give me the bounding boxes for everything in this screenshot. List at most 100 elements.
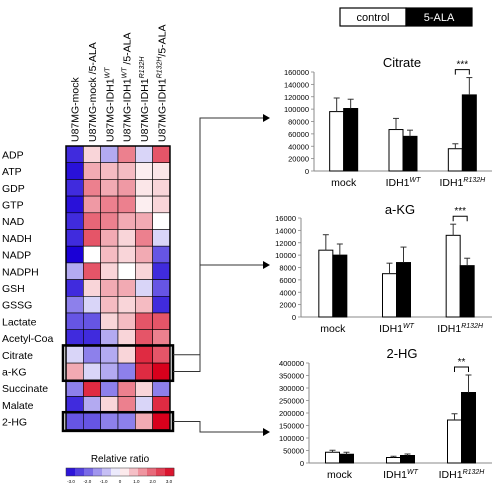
heatmap-cell bbox=[100, 179, 119, 197]
color-scale-segment bbox=[120, 468, 130, 476]
heatmap-cell bbox=[100, 162, 119, 180]
heatmap-cell bbox=[83, 362, 101, 381]
heatmap-column-label: U87MG-mock /5-ALA bbox=[87, 42, 99, 142]
color-scale-tick: 1.0 bbox=[133, 479, 140, 484]
bar-5ala bbox=[339, 453, 354, 464]
heatmap-cell bbox=[65, 279, 84, 297]
heatmap-cell bbox=[100, 312, 119, 331]
bar-control bbox=[325, 451, 340, 464]
heatmap-cell bbox=[117, 379, 136, 397]
heatmap-cell bbox=[100, 379, 119, 397]
heatmap-cell bbox=[83, 379, 101, 397]
y-tick-label: 150000 bbox=[279, 422, 304, 431]
heatmap-cell bbox=[100, 295, 119, 314]
heatmap-cell bbox=[117, 195, 136, 214]
heatmap-cell bbox=[152, 212, 171, 230]
heatmap-row-label: NADP bbox=[2, 250, 31, 262]
connector-arrowhead bbox=[263, 114, 270, 122]
color-scale-tick: -3.0 bbox=[67, 479, 75, 484]
heatmap-cell bbox=[65, 396, 84, 414]
bar-5ala bbox=[343, 108, 359, 172]
heatmap-cell bbox=[152, 179, 171, 197]
x-tick-label: mock bbox=[320, 323, 346, 335]
color-scale-tick: -2.0 bbox=[83, 479, 91, 484]
heatmap-cell bbox=[100, 262, 119, 280]
heatmap-cell bbox=[135, 229, 153, 247]
x-tick-label: IDH1R132H bbox=[437, 323, 484, 335]
heatmap-cell bbox=[117, 145, 136, 164]
x-tick-label: IDH1WT bbox=[383, 469, 419, 481]
bar-control bbox=[386, 457, 401, 464]
heatmap-cell bbox=[83, 396, 101, 414]
heatmap-cell bbox=[117, 212, 136, 230]
heatmap-cell bbox=[65, 145, 84, 164]
bar-5ala bbox=[459, 265, 475, 318]
heatmap-cell bbox=[152, 295, 171, 314]
bar-control bbox=[388, 129, 404, 172]
significance-bracket bbox=[452, 215, 468, 222]
heatmap-cell bbox=[135, 279, 153, 297]
bar-control bbox=[318, 249, 334, 318]
y-tick-label: 80000 bbox=[288, 118, 309, 127]
heatmap-cell bbox=[100, 145, 119, 164]
heatmap-cell bbox=[152, 329, 171, 347]
color-scale-segment bbox=[75, 468, 85, 476]
y-tick-label: 300000 bbox=[279, 384, 304, 393]
x-tick-label: IDH1R132H bbox=[439, 469, 486, 481]
heatmap-row-label: ATP bbox=[2, 166, 22, 178]
heatmap-cell bbox=[152, 262, 171, 280]
color-scale-segment bbox=[111, 468, 121, 476]
heatmap-cell bbox=[65, 329, 84, 347]
heatmap-cell bbox=[152, 229, 171, 247]
y-tick-label: 14000 bbox=[275, 226, 296, 235]
y-tick-label: 4000 bbox=[279, 288, 296, 297]
x-tick-label: IDH1WT bbox=[379, 323, 415, 335]
heatmap-row-label: GDP bbox=[2, 183, 25, 195]
heatmap-cell bbox=[117, 329, 136, 347]
bar-5ala bbox=[332, 254, 348, 318]
bar-5ala bbox=[396, 262, 411, 318]
x-tick-label: IDH1WT bbox=[386, 177, 422, 189]
heatmap-cell bbox=[65, 362, 84, 381]
heatmap-cell bbox=[83, 179, 101, 197]
y-tick-label: 100000 bbox=[279, 434, 304, 443]
heatmap-cell bbox=[117, 362, 136, 381]
heatmap-cell bbox=[83, 412, 101, 431]
heatmap-cell bbox=[83, 262, 101, 280]
bar-5ala bbox=[400, 455, 415, 464]
color-scale-segment bbox=[156, 468, 166, 476]
heatmap-cell bbox=[117, 245, 136, 264]
heatmap-cell bbox=[135, 262, 153, 280]
heatmap-cell bbox=[83, 279, 101, 297]
heatmap-cell bbox=[100, 412, 119, 431]
significance-bracket bbox=[454, 366, 469, 372]
heatmap-cell bbox=[65, 195, 84, 214]
heatmap-cell bbox=[117, 346, 136, 364]
heatmap-cell bbox=[135, 346, 153, 364]
heatmap-row-label: Lactate bbox=[2, 316, 37, 328]
bar-control bbox=[447, 419, 462, 464]
heatmap-row-label: NADPH bbox=[2, 266, 39, 278]
color-scale-segment bbox=[147, 468, 157, 476]
y-tick-label: 250000 bbox=[279, 397, 304, 406]
y-tick-label: 350000 bbox=[279, 372, 304, 381]
y-tick-label: 6000 bbox=[279, 276, 296, 285]
heatmap-row-label: GSH bbox=[2, 283, 25, 295]
heatmap-row-label: Acetyl-Coa bbox=[2, 333, 54, 345]
y-tick-label: 16000 bbox=[275, 214, 296, 223]
heatmap-cell bbox=[135, 212, 153, 230]
y-tick-label: 140000 bbox=[284, 80, 309, 89]
color-scale-frame bbox=[65, 467, 175, 477]
heatmap-cell bbox=[152, 279, 171, 297]
heatmap-cell bbox=[83, 195, 101, 214]
heatmap-column-label: U87MG-mock bbox=[70, 76, 82, 142]
heatmap-cell bbox=[100, 346, 119, 364]
heatmap-cell bbox=[65, 346, 84, 364]
connector-line bbox=[172, 117, 264, 356]
heatmap-cell bbox=[83, 329, 101, 347]
y-tick-label: 50000 bbox=[283, 447, 304, 456]
bar-5ala bbox=[402, 135, 418, 172]
heatmap-row-label: GSSG bbox=[2, 300, 32, 312]
heatmap-cell bbox=[135, 379, 153, 397]
